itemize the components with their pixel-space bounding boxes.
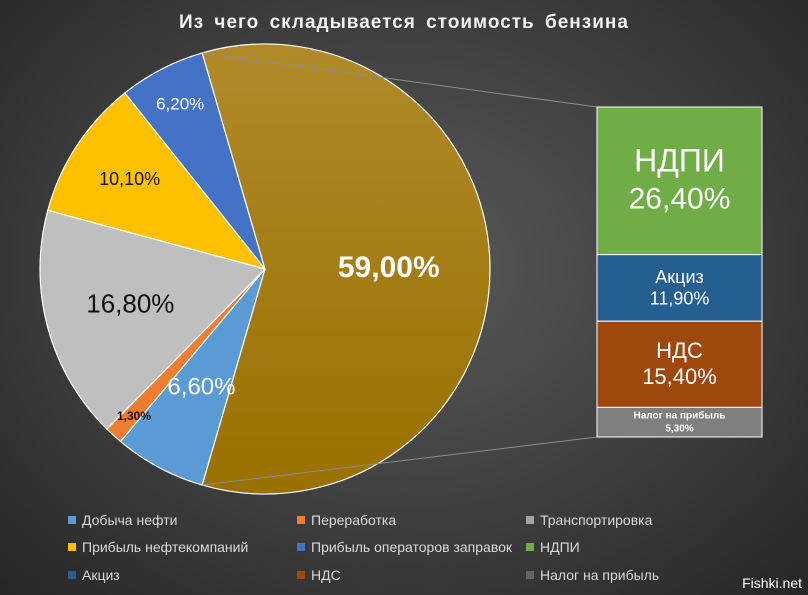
bar-segment-value: 26,40% [629, 182, 731, 215]
pie-data-label: 16,80% [86, 288, 174, 318]
pie-data-label: 1,30% [117, 409, 151, 423]
bar-segment-value: 11,90% [650, 289, 710, 309]
pie: 6,60% 1,30% 16,80% 10,10% 6,20% 59,00% [39, 43, 491, 495]
bar-segment-2 [596, 254, 763, 322]
bar-segment-3 [596, 320, 763, 408]
watermark: Fishki.net [742, 575, 802, 591]
bar-segment-name: НДПИ [634, 143, 725, 179]
pie-slice-Прибыль-нефтекомпаний [47, 92, 267, 271]
pie-slice-other [201, 43, 491, 495]
connector-bottom [202, 436, 598, 486]
bar-segment-value: 15,40% [642, 364, 717, 389]
bar-segment-1 [596, 106, 763, 256]
bar-segment-value: 5,30% [665, 423, 693, 434]
bar-segment-name: Акциз [655, 267, 704, 287]
chart-title: Из чего складывается стоимость бензина [179, 12, 629, 33]
pie-data-label: 59,00% [338, 251, 440, 284]
bar-segment-name: НДС [656, 338, 703, 363]
connector-lines [202, 52, 598, 486]
pie-slice-Транспортировка [39, 209, 267, 430]
pie-data-label: 6,60% [167, 373, 235, 400]
connector-top [202, 52, 598, 108]
bar-segment-name: Налог на прибыль [634, 409, 726, 421]
bar-segment-4 [596, 406, 763, 438]
pie-data-label: 10,10% [99, 169, 160, 189]
pie-data-label: 6,20% [156, 95, 204, 114]
